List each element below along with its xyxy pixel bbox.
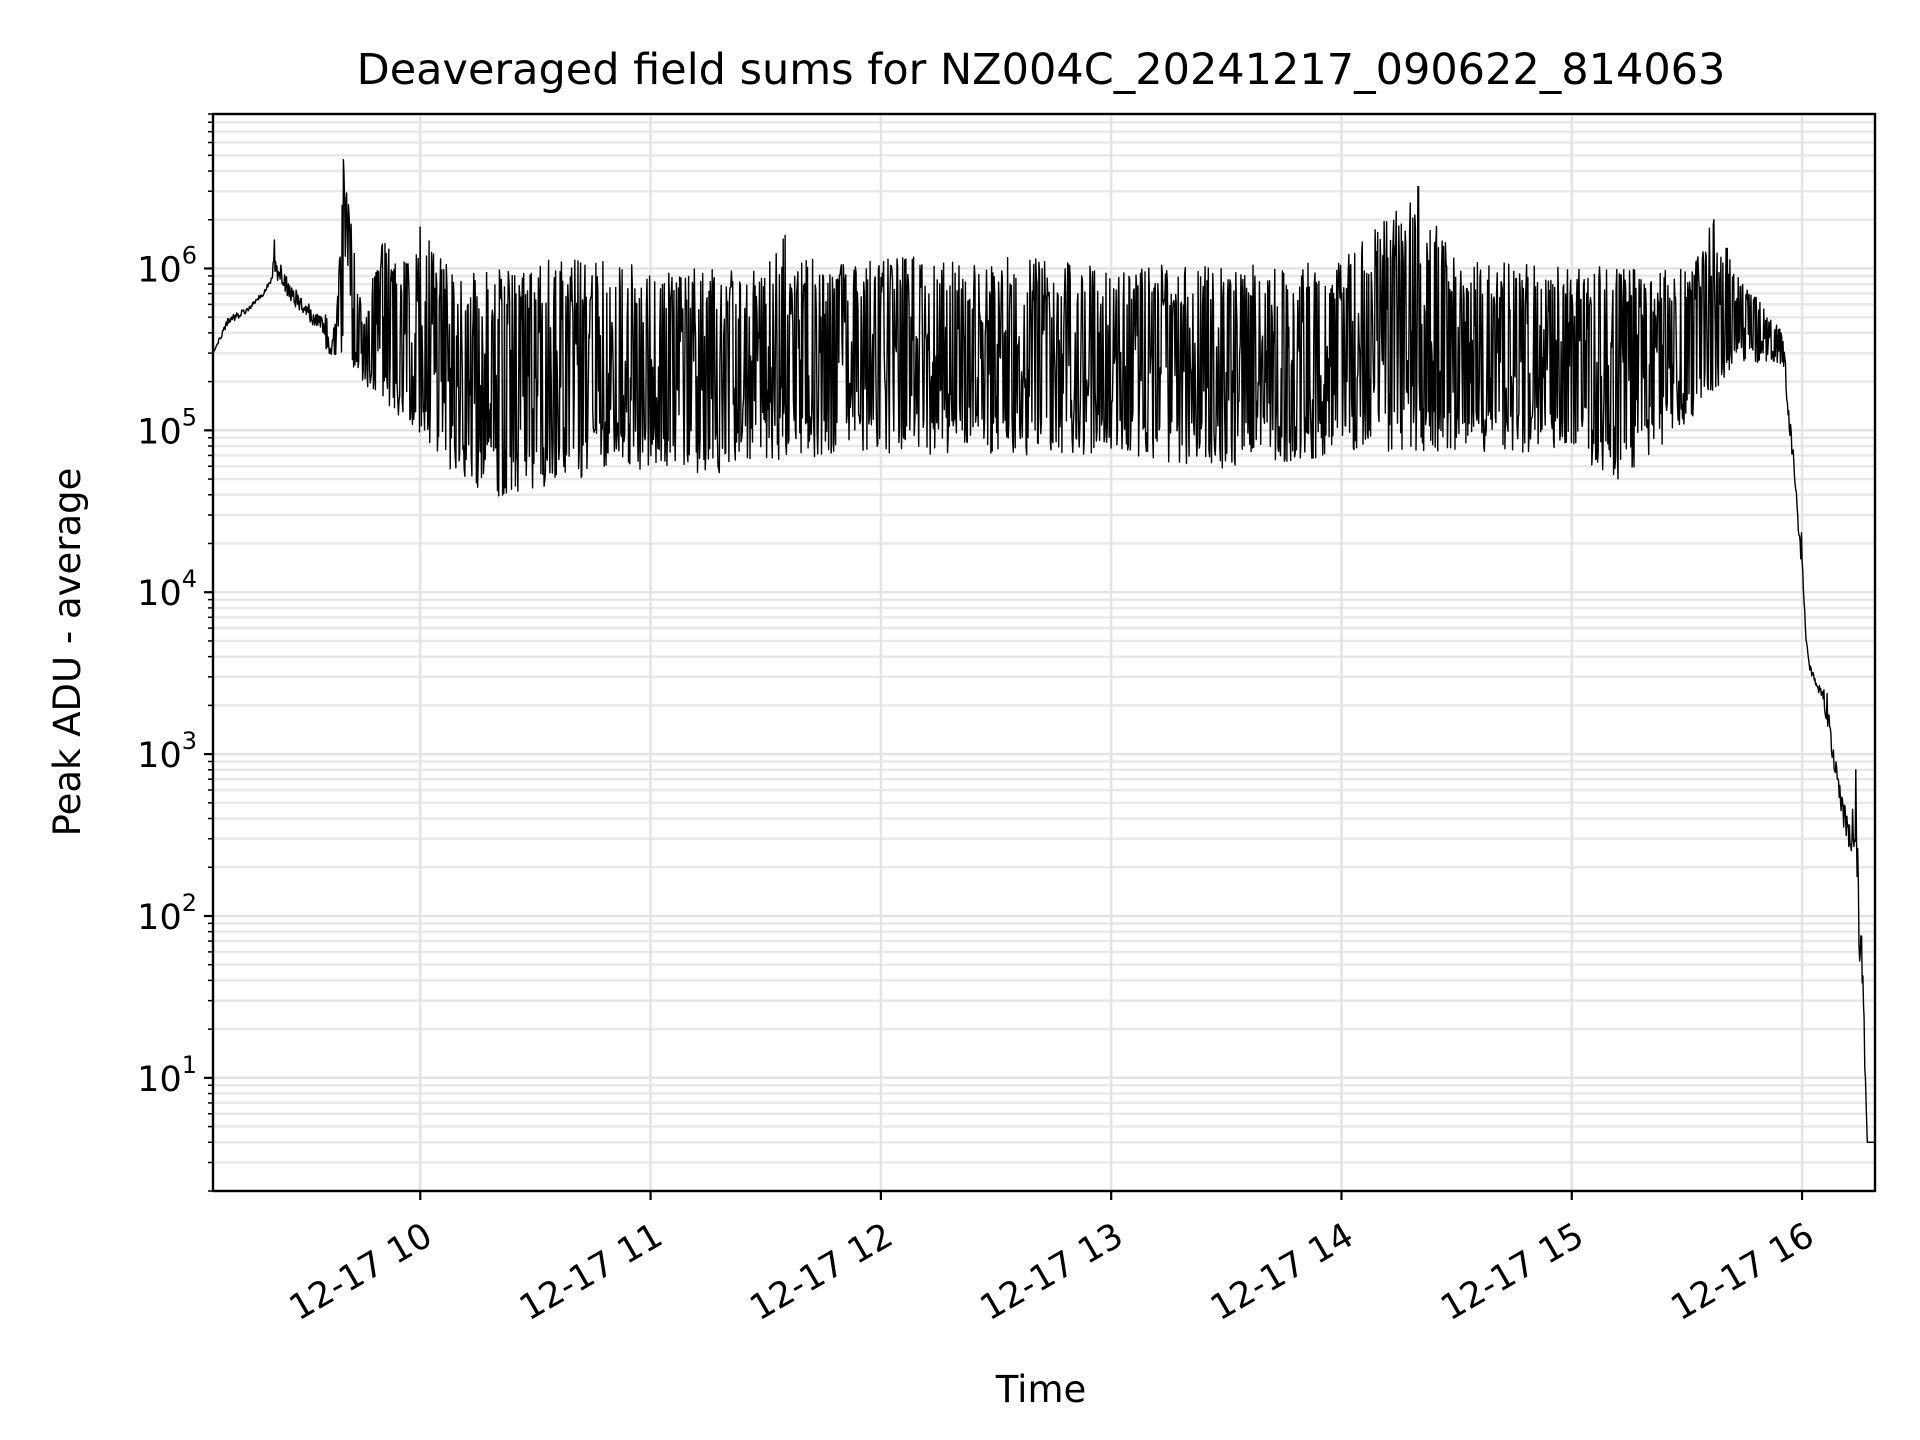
y-axis-label: Peak ADU - average <box>46 468 89 837</box>
y-tick-label: 103 <box>137 727 197 776</box>
y-tick-label: 101 <box>137 1051 197 1100</box>
y-tick-label: 106 <box>137 241 197 290</box>
series-line <box>212 159 1876 1143</box>
plot-frame <box>211 112 1877 1193</box>
chart-title: Deaveraged field sums for NZ004C_2024121… <box>357 45 1726 95</box>
y-tick-label: 105 <box>137 403 197 452</box>
x-axis-label: Time <box>995 1368 1087 1411</box>
y-tick-label: 104 <box>137 565 197 614</box>
plot-area <box>212 159 1876 1143</box>
y-tick-label: 102 <box>137 889 197 938</box>
